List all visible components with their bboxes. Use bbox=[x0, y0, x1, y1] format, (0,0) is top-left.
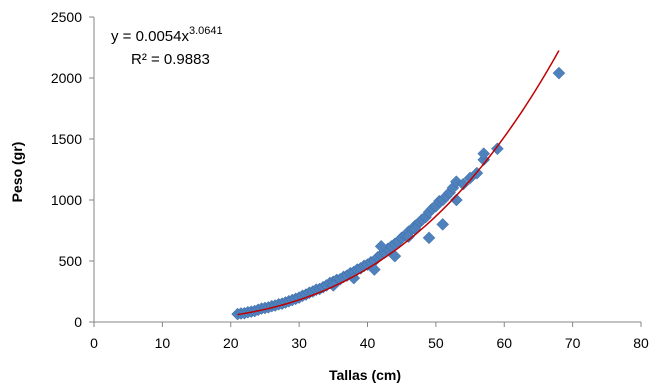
x-tick-label: 80 bbox=[633, 335, 649, 351]
data-point bbox=[456, 177, 470, 191]
data-point bbox=[552, 66, 566, 80]
x-tick-label: 40 bbox=[360, 335, 376, 351]
x-tick-label: 30 bbox=[291, 335, 307, 351]
x-tick-label: 20 bbox=[223, 335, 239, 351]
y-tick-label: 2000 bbox=[51, 70, 82, 86]
y-tick-label: 0 bbox=[74, 314, 82, 330]
y-tick-label: 2500 bbox=[51, 9, 82, 25]
data-point bbox=[491, 142, 504, 156]
data-point bbox=[450, 193, 463, 207]
y-ticks: 0 500 1000 1500 2000 2500 bbox=[51, 9, 94, 330]
equation-exponent: 3.0641 bbox=[189, 25, 223, 37]
r-squared-label: R² = 0.9883 bbox=[131, 51, 210, 68]
x-ticks: 0 10 20 30 40 50 60 70 80 bbox=[90, 322, 649, 351]
x-tick-label: 60 bbox=[496, 335, 512, 351]
x-tick-label: 50 bbox=[428, 335, 444, 351]
y-tick-label: 1500 bbox=[51, 131, 82, 147]
trendline-equation: y = 0.0054x3.0641 bbox=[111, 25, 223, 45]
y-tick-label: 500 bbox=[59, 253, 83, 269]
y-axis-title: Peso (gr) bbox=[9, 142, 25, 203]
x-tick-label: 0 bbox=[90, 335, 98, 351]
data-points bbox=[231, 66, 566, 321]
x-tick-label: 70 bbox=[565, 335, 581, 351]
data-point bbox=[374, 240, 388, 253]
axes: 0 10 20 30 40 50 60 70 80 0 500 1000 1500 2000 2500 bbox=[51, 9, 649, 351]
data-point bbox=[436, 218, 450, 231]
trendline-curve bbox=[237, 50, 560, 316]
equation-prefix: y = 0.0054x bbox=[111, 28, 189, 45]
x-tick-label: 10 bbox=[155, 335, 171, 351]
data-point bbox=[477, 147, 491, 160]
y-tick-label: 1000 bbox=[51, 192, 82, 208]
data-point bbox=[422, 231, 436, 245]
data-point bbox=[402, 230, 415, 243]
x-axis-title: Tallas (cm) bbox=[329, 367, 401, 383]
